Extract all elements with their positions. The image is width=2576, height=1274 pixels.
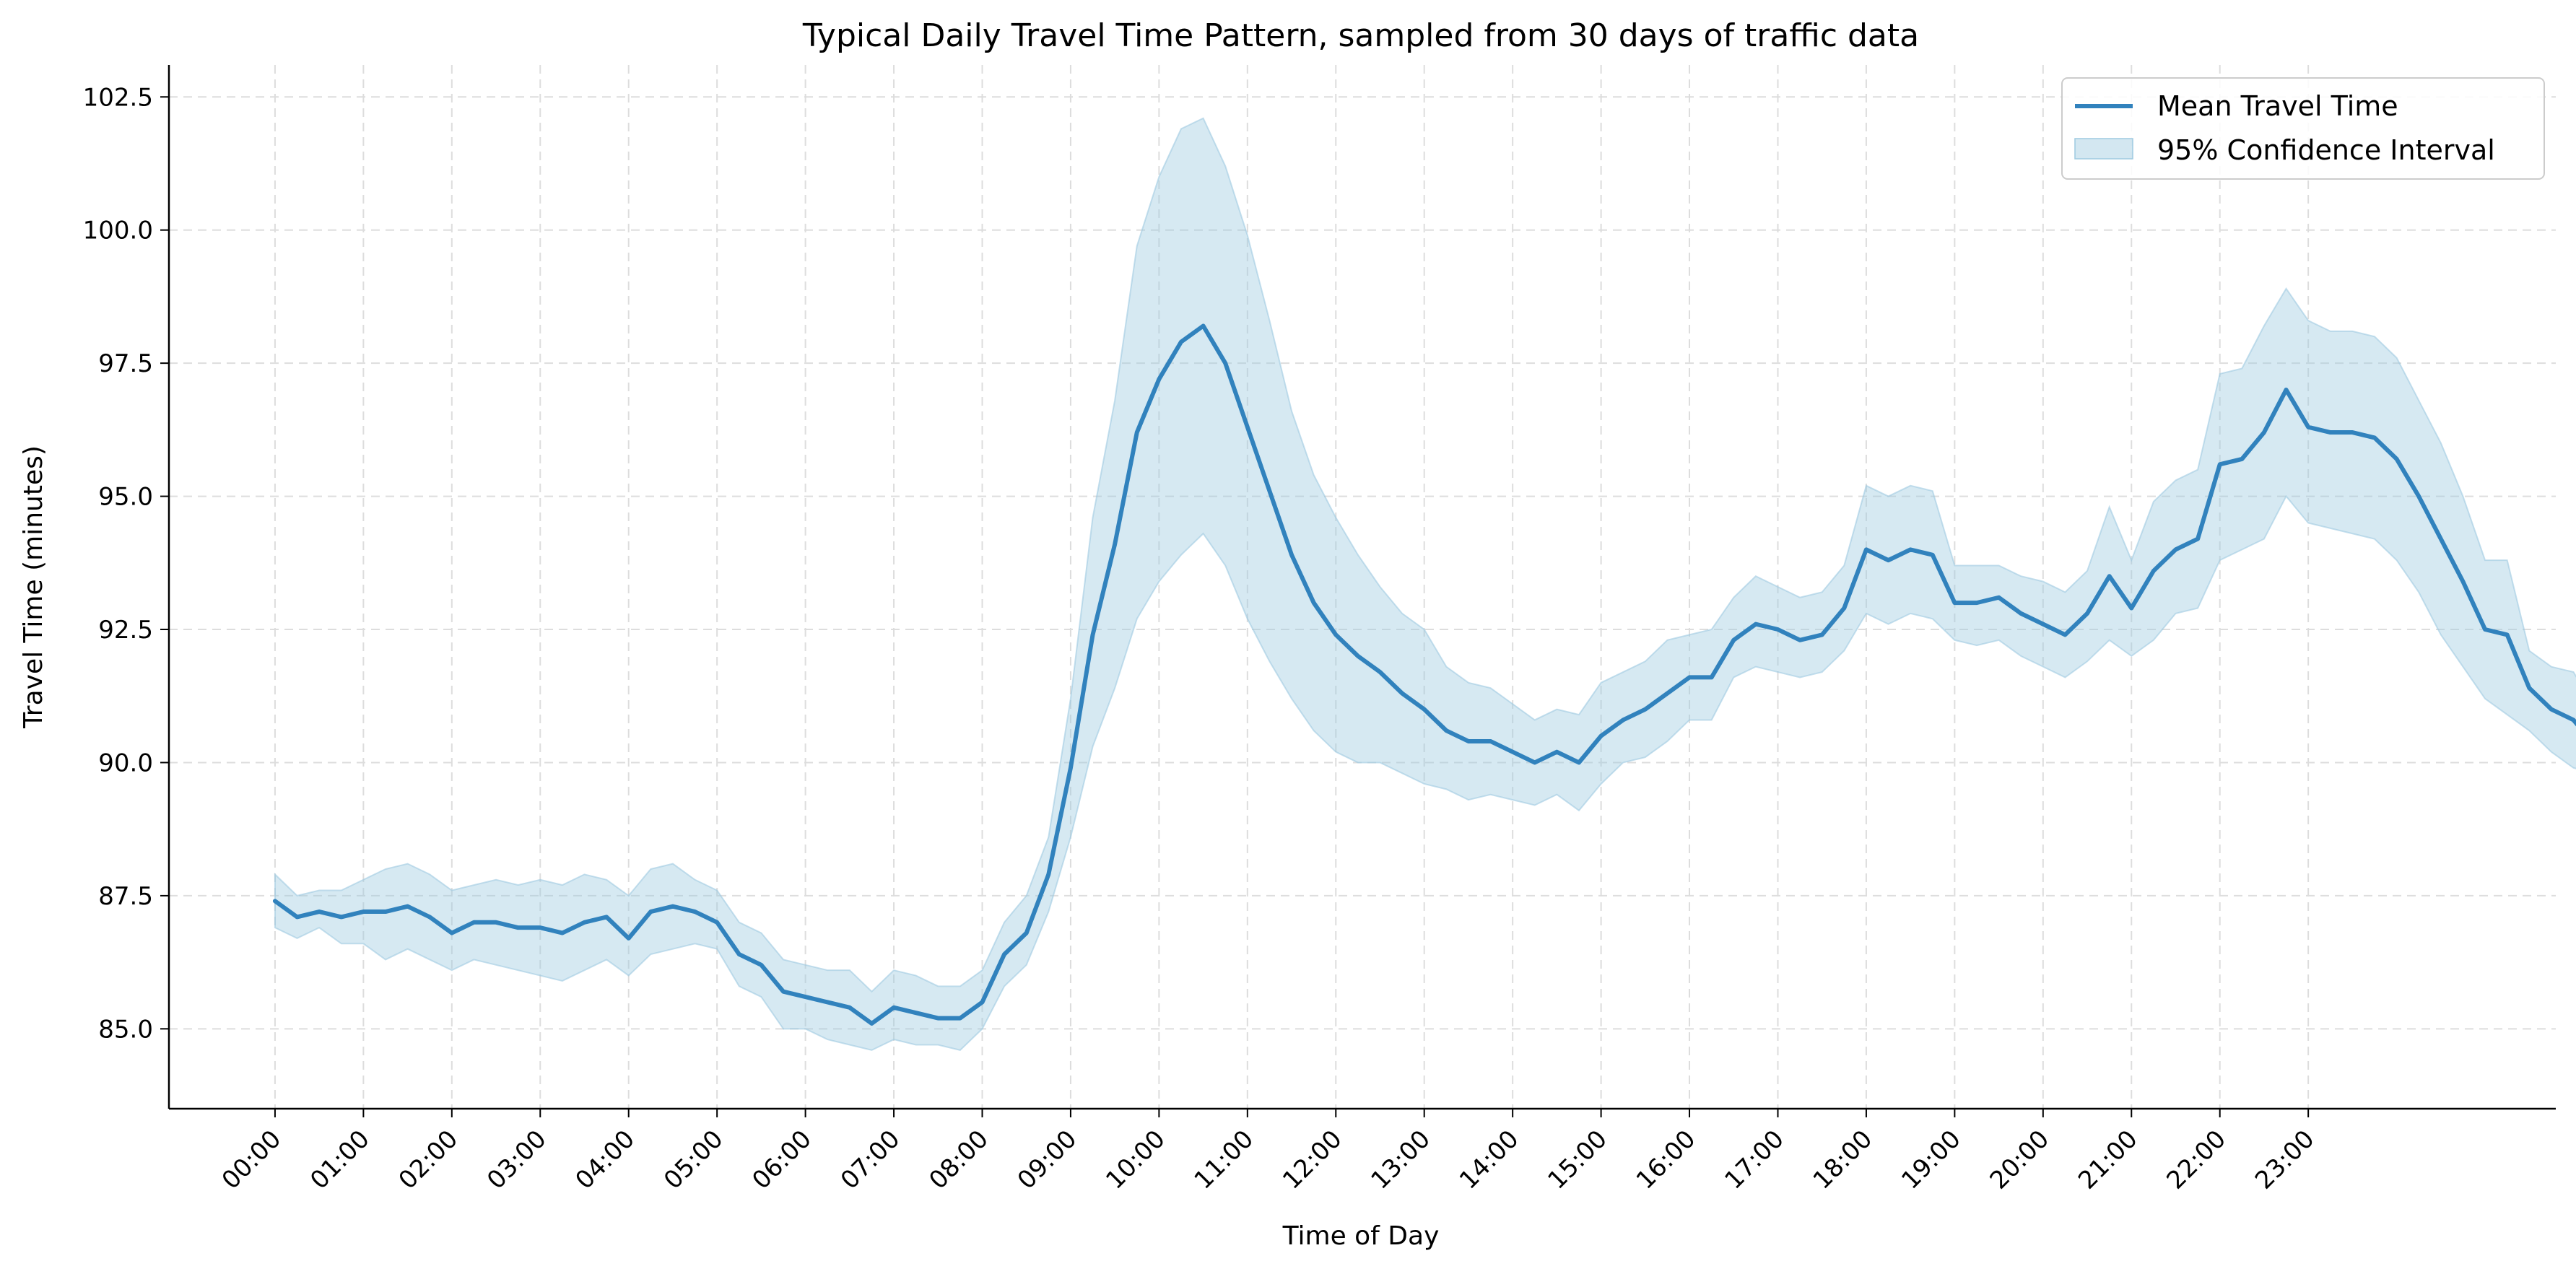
y-tick-label: 102.5 <box>83 83 153 112</box>
y-tick-label: 90.0 <box>98 749 153 777</box>
legend-label-ci: 95% Confidence Interval <box>2157 134 2495 166</box>
y-tick-label: 85.0 <box>98 1015 153 1044</box>
mean-travel-time-line <box>272 323 2576 1026</box>
chart-title: Typical Daily Travel Time Pattern, sampl… <box>802 17 1919 54</box>
legend-box <box>2061 77 2545 180</box>
y-tick-label: 87.5 <box>98 882 153 911</box>
mean-line-layer <box>272 323 2576 1026</box>
y-axis-label: Travel Time (minutes) <box>19 445 48 729</box>
y-tick-label: 97.5 <box>98 349 153 378</box>
y-tick-label: 100.0 <box>83 217 153 245</box>
legend-label-mean: Mean Travel Time <box>2157 90 2398 122</box>
x-axis-label: Time of Day <box>1282 1221 1440 1251</box>
grid-lines <box>169 65 2556 1109</box>
y-axis-ticks: 85.0 87.5 90.0 92.5 95.0 97.5 100.0 102.5 <box>83 83 169 1044</box>
y-tick-label: 92.5 <box>98 616 153 645</box>
y-tick-label: 95.0 <box>98 483 153 512</box>
legend-band-swatch <box>2074 138 2133 160</box>
legend: Mean Travel Time 95% Confidence Interval <box>2061 77 2545 180</box>
